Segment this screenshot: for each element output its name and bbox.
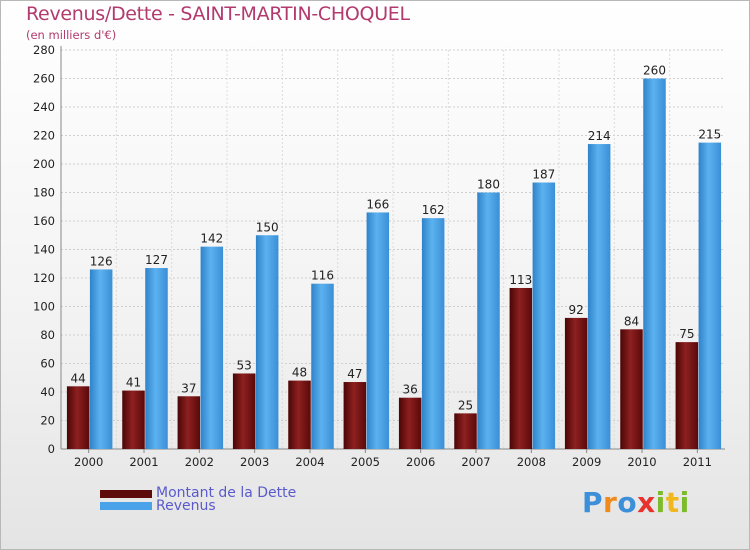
bar-revenus xyxy=(477,192,500,449)
data-label: 116 xyxy=(311,269,334,283)
y-tick-label: 180 xyxy=(33,186,55,200)
logo-letter: r xyxy=(603,486,618,519)
legend-label-revenus: Revenus xyxy=(156,498,216,514)
logo-letter: P xyxy=(582,486,604,519)
legend-swatch-debt xyxy=(100,490,152,498)
x-tick-label: 2011 xyxy=(683,455,712,469)
x-tick-label: 2007 xyxy=(461,455,490,469)
y-tick-label: 200 xyxy=(33,157,55,171)
x-tick-label: 2010 xyxy=(627,455,656,469)
data-label: 187 xyxy=(532,168,555,182)
bar-dette xyxy=(675,342,699,449)
bar-revenus xyxy=(698,142,722,449)
x-tick-label: 2008 xyxy=(517,455,546,469)
x-tick-label: 2001 xyxy=(129,455,158,469)
data-label: 214 xyxy=(588,129,611,143)
y-tick-label: 280 xyxy=(33,43,55,57)
logo-letter: t xyxy=(665,486,680,519)
x-tick-label: 2009 xyxy=(572,455,601,469)
x-tick-label: 2006 xyxy=(406,455,435,469)
bar-revenus xyxy=(587,144,611,450)
bar-dette xyxy=(454,413,477,449)
x-tick-label: 2000 xyxy=(74,455,103,469)
data-label: 48 xyxy=(292,366,307,380)
x-tick-label: 2002 xyxy=(185,455,214,469)
bar-revenus xyxy=(366,212,390,449)
data-label: 113 xyxy=(509,273,532,287)
data-label: 53 xyxy=(237,358,252,372)
y-tick-label: 20 xyxy=(40,414,55,428)
data-label: 75 xyxy=(679,327,694,341)
bar-dette xyxy=(398,397,422,449)
legend-swatch-revenus xyxy=(100,502,152,510)
x-tick-label: 2005 xyxy=(351,455,380,469)
bar-revenus xyxy=(643,78,666,449)
bar-dette xyxy=(288,380,311,449)
x-tick-label: 2003 xyxy=(240,455,269,469)
bar-dette xyxy=(620,329,643,449)
data-label: 162 xyxy=(422,203,445,217)
grid-lines xyxy=(61,49,725,450)
data-label: 44 xyxy=(71,371,86,385)
axes: 0 20 40 60 80 100 120 140 160 180 200 220 240 260 280 2… xyxy=(33,43,725,469)
data-label: 41 xyxy=(126,376,141,390)
y-tick-label: 160 xyxy=(33,214,55,228)
proxiti-logo: Proxiti xyxy=(582,486,690,519)
data-label: 37 xyxy=(181,381,196,395)
bar-revenus xyxy=(255,235,279,449)
logo-letter: i xyxy=(655,486,666,519)
bar-revenus xyxy=(89,269,113,449)
data-label: 180 xyxy=(477,178,500,192)
logo-letter: i xyxy=(679,486,690,519)
bar-dette xyxy=(509,287,533,449)
bar-revenus xyxy=(311,283,334,449)
bar-revenus xyxy=(421,218,445,449)
chart-subtitle: (en milliers d'€) xyxy=(26,28,117,42)
data-label: 260 xyxy=(643,64,666,78)
data-label: 25 xyxy=(458,398,473,412)
y-tick-label: 60 xyxy=(40,357,55,371)
data-label: 127 xyxy=(145,253,168,267)
y-tick-label: 80 xyxy=(40,328,55,342)
data-label: 142 xyxy=(200,232,223,246)
y-tick-label: 0 xyxy=(48,442,55,456)
data-label: 47 xyxy=(347,367,362,381)
data-label: 126 xyxy=(90,254,113,268)
data-label: 36 xyxy=(403,383,418,397)
y-tick-label: 240 xyxy=(33,100,55,114)
x-tick-label: 2004 xyxy=(295,455,324,469)
bar-dette xyxy=(177,396,201,449)
logo-letter: o xyxy=(617,486,638,519)
logo-letter: x xyxy=(637,486,656,519)
data-label: 92 xyxy=(569,303,584,317)
y-tick-label: 40 xyxy=(40,385,55,399)
bar-dette xyxy=(564,317,588,449)
y-tick-label: 260 xyxy=(33,72,55,86)
data-label: 215 xyxy=(698,128,721,142)
bars xyxy=(66,78,722,450)
chart-title: Revenus/Dette - SAINT-MARTIN-CHOQUEL xyxy=(26,3,410,25)
legend-label-debt: Montant de la Dette xyxy=(156,485,297,501)
bar-dette xyxy=(66,386,90,449)
bar-dette xyxy=(232,373,256,449)
y-tick-label: 120 xyxy=(33,271,55,285)
bar-dette xyxy=(343,382,367,449)
y-tick-label: 140 xyxy=(33,243,55,257)
bar-revenus xyxy=(200,246,224,449)
bar-revenus xyxy=(532,182,556,449)
data-label: 150 xyxy=(256,220,279,234)
bar-revenus xyxy=(145,268,168,449)
data-label: 166 xyxy=(366,197,389,211)
bar-dette xyxy=(122,390,145,449)
value-labels: 44 126 41 127 37 142 53 150 48 116 47 166 36 162 25 180… xyxy=(71,64,722,413)
data-label: 84 xyxy=(624,314,639,328)
y-tick-label: 220 xyxy=(33,129,55,143)
y-tick-label: 100 xyxy=(33,300,55,314)
